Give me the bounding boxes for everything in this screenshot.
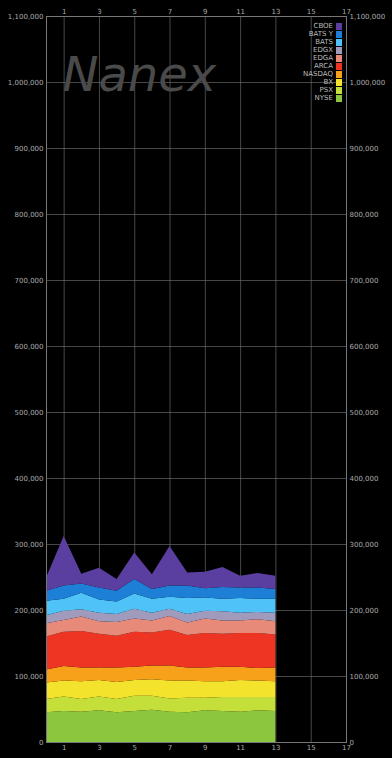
svg-text:11: 11 [236, 744, 245, 752]
html-text:PSX: PSX [319, 86, 333, 94]
html-text:EDGX: EDGX [313, 46, 333, 54]
svg-text:300,000: 300,000 [15, 541, 44, 549]
svg-text:0: 0 [349, 738, 354, 747]
svg-text:5: 5 [133, 8, 137, 16]
svg-text:800,000: 800,000 [15, 211, 44, 219]
svg-text:3: 3 [97, 8, 101, 16]
svg-text:15: 15 [307, 8, 316, 16]
svg-text:200,000: 200,000 [15, 607, 44, 615]
svg-text:3: 3 [97, 744, 101, 752]
html-text:NASDAQ: NASDAQ [303, 70, 333, 78]
html-text:NYSE: NYSE [314, 94, 333, 102]
svg-text:100,000: 100,000 [15, 673, 44, 681]
svg-text:500,000: 500,000 [350, 409, 379, 417]
svg-text:600,000: 600,000 [15, 343, 44, 351]
html-text:CBOE: CBOE [313, 22, 333, 30]
svg-text:600,000: 600,000 [350, 343, 379, 351]
html-text:BATS: BATS [315, 38, 333, 46]
svg-text:400,000: 400,000 [15, 475, 44, 483]
svg-text:800,000: 800,000 [350, 211, 379, 219]
svg-text:Nanex: Nanex [63, 46, 217, 102]
svg-text:900,000: 900,000 [350, 145, 379, 153]
svg-text:7: 7 [168, 8, 172, 16]
svg-text:13: 13 [271, 744, 280, 752]
svg-text:700,000: 700,000 [350, 277, 379, 285]
svg-text:300,000: 300,000 [350, 541, 379, 549]
html-text:BX: BX [323, 78, 333, 86]
svg-text:9: 9 [203, 744, 207, 752]
svg-text:500,000: 500,000 [15, 409, 44, 417]
svg-text:9: 9 [203, 8, 207, 16]
html-text:ARCA: ARCA [314, 62, 333, 70]
svg-text:100,000: 100,000 [350, 673, 379, 681]
svg-text:1,000,000: 1,000,000 [350, 79, 386, 87]
svg-text:13: 13 [271, 8, 280, 16]
svg-text:17: 17 [342, 744, 351, 752]
html-text:EDGA: EDGA [313, 54, 333, 62]
svg-text:1,100,000: 1,100,000 [8, 13, 44, 21]
svg-text:1: 1 [62, 744, 66, 752]
svg-text:0: 0 [39, 739, 43, 747]
html-text:BATS Y: BATS Y [308, 30, 333, 38]
svg-text:15: 15 [307, 744, 316, 752]
svg-text:1,100,000: 1,100,000 [350, 13, 386, 21]
svg-text:200,000: 200,000 [350, 607, 379, 615]
svg-text:700,000: 700,000 [15, 277, 44, 285]
svg-text:400,000: 400,000 [350, 475, 379, 483]
svg-text:900,000: 900,000 [15, 145, 44, 153]
svg-text:11: 11 [236, 8, 245, 16]
svg-text:5: 5 [133, 744, 137, 752]
svg-text:17: 17 [342, 8, 351, 16]
svg-text:1,000,000: 1,000,000 [8, 79, 44, 87]
svg-text:7: 7 [168, 744, 172, 752]
svg-text:1: 1 [62, 8, 66, 16]
